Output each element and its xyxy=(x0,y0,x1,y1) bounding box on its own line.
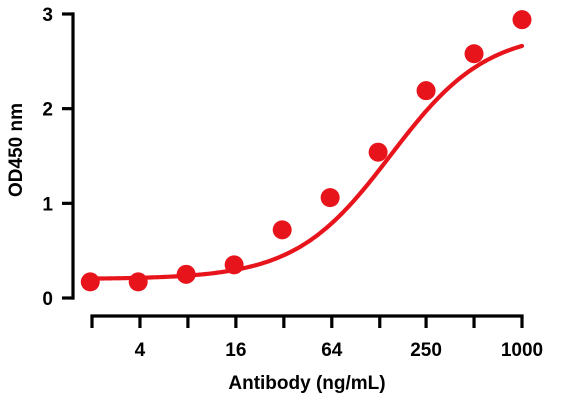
data-point xyxy=(224,255,244,275)
data-point xyxy=(128,272,148,292)
data-point xyxy=(272,220,292,240)
x-tick-label: 16 xyxy=(225,340,246,361)
x-tick-label: 1000 xyxy=(501,340,543,361)
y-axis-title: OD450 nm xyxy=(6,103,27,197)
data-point xyxy=(176,264,196,284)
x-axis: 4 16 64 250 1000 xyxy=(90,314,543,361)
data-point xyxy=(320,188,340,208)
data-point xyxy=(464,44,484,64)
data-points xyxy=(80,10,532,292)
fit-curve xyxy=(89,43,525,281)
data-point xyxy=(512,10,532,30)
y-tick-label: 1 xyxy=(42,194,53,215)
data-point xyxy=(80,272,100,292)
data-point xyxy=(416,81,436,101)
fit-curve-group xyxy=(89,43,525,281)
y-axis: 0 1 2 3 xyxy=(42,5,75,310)
x-tick-label: 64 xyxy=(321,340,343,361)
y-tick-label: 0 xyxy=(42,289,53,310)
x-tick-label: 250 xyxy=(410,340,442,361)
x-axis-title: Antibody (ng/mL) xyxy=(228,373,385,394)
data-point xyxy=(368,142,388,162)
y-tick-label: 3 xyxy=(42,5,53,26)
y-tick-label: 2 xyxy=(42,100,53,121)
x-tick-label: 4 xyxy=(135,340,146,361)
